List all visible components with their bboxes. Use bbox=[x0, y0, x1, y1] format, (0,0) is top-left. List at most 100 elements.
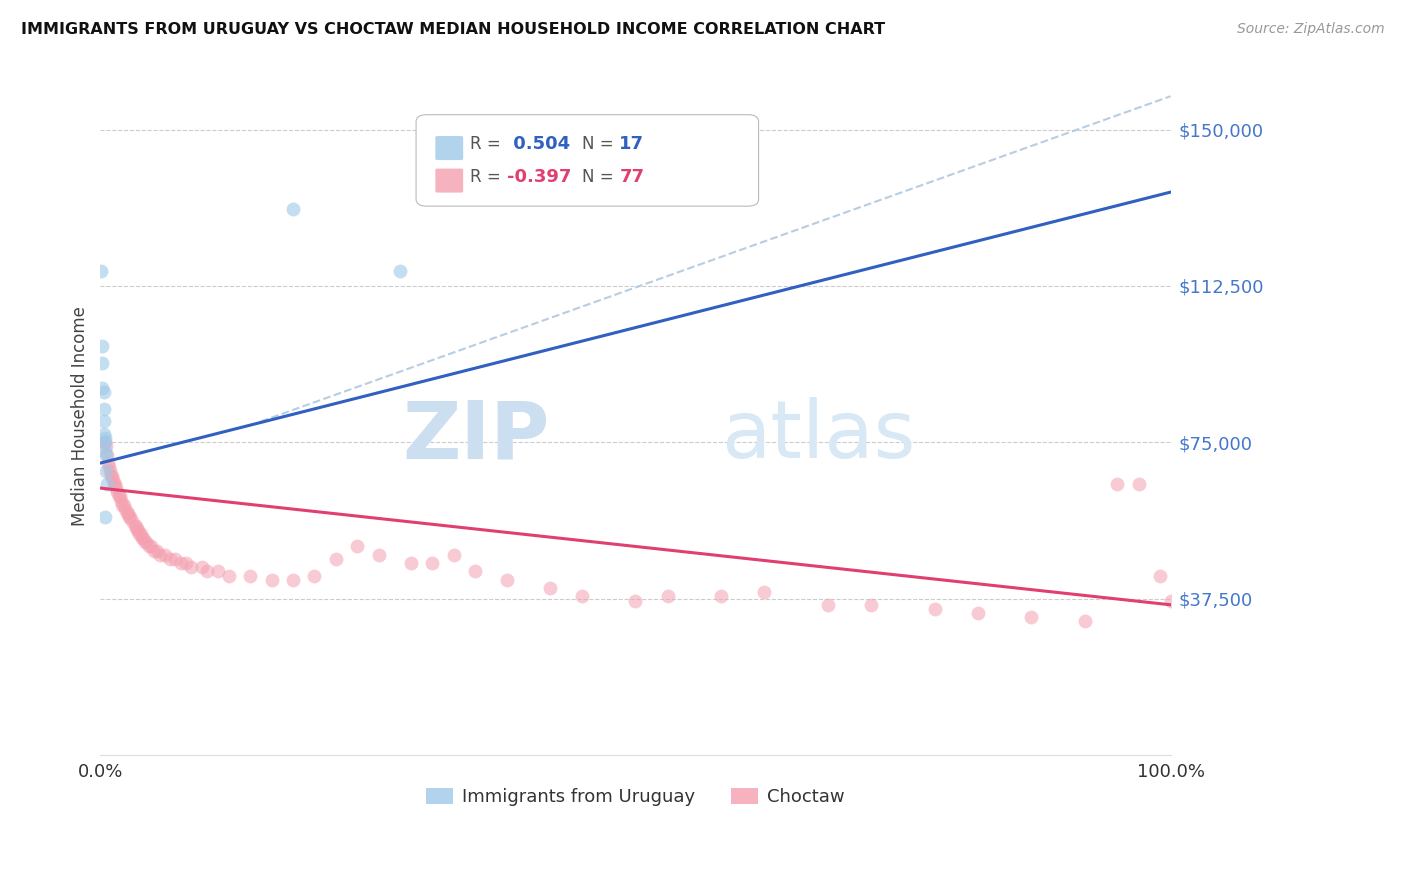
Point bbox=[464, 565, 486, 579]
Point bbox=[115, 506, 138, 520]
Point bbox=[90, 264, 112, 278]
Point bbox=[149, 548, 172, 562]
Point bbox=[443, 548, 465, 562]
Point bbox=[97, 456, 120, 470]
Point bbox=[146, 543, 169, 558]
Text: N =: N = bbox=[582, 168, 619, 186]
Point bbox=[110, 493, 132, 508]
Point bbox=[399, 556, 422, 570]
Point bbox=[624, 593, 647, 607]
Point bbox=[752, 585, 775, 599]
Text: Source: ZipAtlas.com: Source: ZipAtlas.com bbox=[1237, 22, 1385, 37]
Point bbox=[165, 552, 187, 566]
Point bbox=[129, 527, 152, 541]
Point bbox=[131, 531, 153, 545]
Point bbox=[139, 540, 162, 554]
Point bbox=[98, 464, 121, 478]
Point bbox=[120, 510, 142, 524]
Point bbox=[93, 401, 115, 416]
Point bbox=[93, 431, 115, 445]
Point bbox=[104, 477, 127, 491]
Point bbox=[924, 602, 946, 616]
Point bbox=[710, 590, 733, 604]
Point bbox=[93, 426, 115, 441]
Point bbox=[1128, 477, 1150, 491]
Point bbox=[420, 556, 443, 570]
Point bbox=[118, 510, 141, 524]
Point bbox=[105, 481, 128, 495]
FancyBboxPatch shape bbox=[416, 115, 759, 206]
Point bbox=[571, 590, 593, 604]
Point bbox=[111, 498, 134, 512]
Point bbox=[125, 523, 148, 537]
Point bbox=[153, 548, 176, 562]
Point bbox=[93, 435, 115, 450]
Text: IMMIGRANTS FROM URUGUAY VS CHOCTAW MEDIAN HOUSEHOLD INCOME CORRELATION CHART: IMMIGRANTS FROM URUGUAY VS CHOCTAW MEDIA… bbox=[21, 22, 886, 37]
Text: 0.504: 0.504 bbox=[508, 135, 571, 153]
Point bbox=[93, 510, 115, 524]
Point bbox=[93, 443, 115, 458]
Point bbox=[91, 339, 114, 353]
Point bbox=[239, 568, 262, 582]
Point bbox=[538, 581, 561, 595]
Point bbox=[169, 556, 191, 570]
Point bbox=[114, 502, 136, 516]
Point bbox=[142, 543, 165, 558]
Point bbox=[281, 573, 304, 587]
Point bbox=[496, 573, 519, 587]
Point bbox=[191, 560, 214, 574]
Point bbox=[117, 506, 139, 520]
Y-axis label: Median Household Income: Median Household Income bbox=[72, 306, 89, 526]
Point bbox=[91, 381, 114, 395]
Point bbox=[1149, 568, 1171, 582]
Point bbox=[93, 385, 115, 400]
Point bbox=[94, 464, 117, 478]
Text: R =: R = bbox=[470, 168, 506, 186]
Text: ZIP: ZIP bbox=[402, 398, 550, 475]
Point bbox=[281, 202, 304, 216]
Point bbox=[389, 264, 412, 278]
Text: 77: 77 bbox=[620, 168, 644, 186]
Legend: Immigrants from Uruguay, Choctaw: Immigrants from Uruguay, Choctaw bbox=[419, 780, 852, 814]
Point bbox=[128, 527, 150, 541]
Point bbox=[96, 448, 118, 462]
Point bbox=[1160, 593, 1182, 607]
Point bbox=[100, 468, 122, 483]
Point bbox=[94, 448, 117, 462]
Point bbox=[260, 573, 283, 587]
Point bbox=[218, 568, 240, 582]
Point bbox=[138, 540, 160, 554]
Point bbox=[121, 515, 143, 529]
Point bbox=[817, 598, 839, 612]
Point bbox=[132, 531, 155, 545]
Point bbox=[103, 473, 125, 487]
FancyBboxPatch shape bbox=[436, 169, 463, 193]
Point bbox=[859, 598, 882, 612]
Point bbox=[107, 490, 129, 504]
Point bbox=[1021, 610, 1043, 624]
Text: N =: N = bbox=[582, 135, 619, 153]
Point bbox=[346, 540, 368, 554]
Point bbox=[195, 565, 218, 579]
Point bbox=[101, 468, 124, 483]
Point bbox=[325, 552, 347, 566]
Point bbox=[1074, 615, 1097, 629]
Point bbox=[124, 518, 146, 533]
Point bbox=[180, 560, 202, 574]
Point bbox=[91, 356, 114, 370]
Point bbox=[103, 477, 125, 491]
FancyBboxPatch shape bbox=[436, 136, 463, 160]
Point bbox=[108, 490, 131, 504]
Point bbox=[134, 535, 156, 549]
Point bbox=[967, 606, 990, 620]
Point bbox=[135, 535, 157, 549]
Text: atlas: atlas bbox=[721, 398, 915, 475]
Text: 17: 17 bbox=[620, 135, 644, 153]
Point bbox=[124, 518, 146, 533]
Point bbox=[657, 590, 679, 604]
Point bbox=[93, 435, 115, 450]
Point bbox=[112, 498, 135, 512]
Point bbox=[174, 556, 197, 570]
Point bbox=[94, 439, 117, 453]
Point bbox=[127, 523, 149, 537]
